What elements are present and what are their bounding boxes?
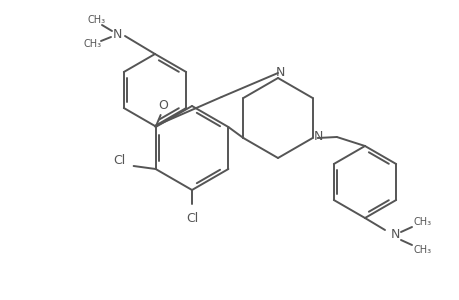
Text: CH₃: CH₃ [413, 245, 431, 255]
Text: N: N [112, 28, 122, 40]
Text: N: N [275, 65, 284, 79]
Text: N: N [313, 130, 323, 142]
Text: O: O [158, 98, 168, 112]
Text: CH₃: CH₃ [413, 217, 431, 227]
Text: CH₃: CH₃ [88, 15, 106, 25]
Text: Cl: Cl [185, 212, 198, 224]
Text: N: N [390, 227, 399, 241]
Text: Cl: Cl [113, 154, 125, 166]
Text: CH₃: CH₃ [84, 39, 102, 49]
